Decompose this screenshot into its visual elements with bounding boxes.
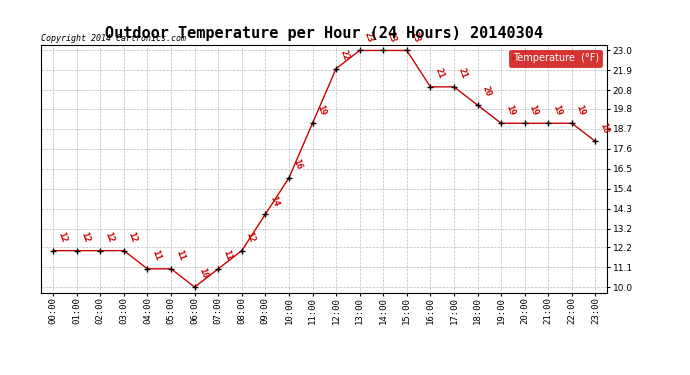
Text: 12: 12 [79,231,92,244]
Text: 19: 19 [575,103,586,116]
Text: 11: 11 [174,249,186,262]
Text: 11: 11 [221,249,233,262]
Text: 22: 22 [339,48,351,62]
Legend: Temperature  (°F): Temperature (°F) [509,50,602,67]
Text: Copyright 2014 Cartronics.com: Copyright 2014 Cartronics.com [41,33,186,42]
Text: 20: 20 [480,85,493,98]
Text: 21: 21 [433,67,445,80]
Text: 12: 12 [103,231,115,244]
Text: 14: 14 [268,194,280,207]
Text: 23: 23 [386,30,398,44]
Text: 21: 21 [457,67,469,80]
Text: 12: 12 [56,231,68,244]
Text: 18: 18 [598,122,611,135]
Text: 10: 10 [197,267,210,280]
Text: 19: 19 [551,103,563,116]
Text: 23: 23 [410,30,422,44]
Text: 19: 19 [315,103,328,116]
Text: 19: 19 [527,103,540,116]
Text: 16: 16 [292,158,304,171]
Text: 19: 19 [504,103,516,116]
Title: Outdoor Temperature per Hour (24 Hours) 20140304: Outdoor Temperature per Hour (24 Hours) … [106,26,543,41]
Text: 12: 12 [244,231,257,244]
Text: 11: 11 [150,249,162,262]
Text: 12: 12 [127,231,139,244]
Text: 23: 23 [362,30,375,44]
